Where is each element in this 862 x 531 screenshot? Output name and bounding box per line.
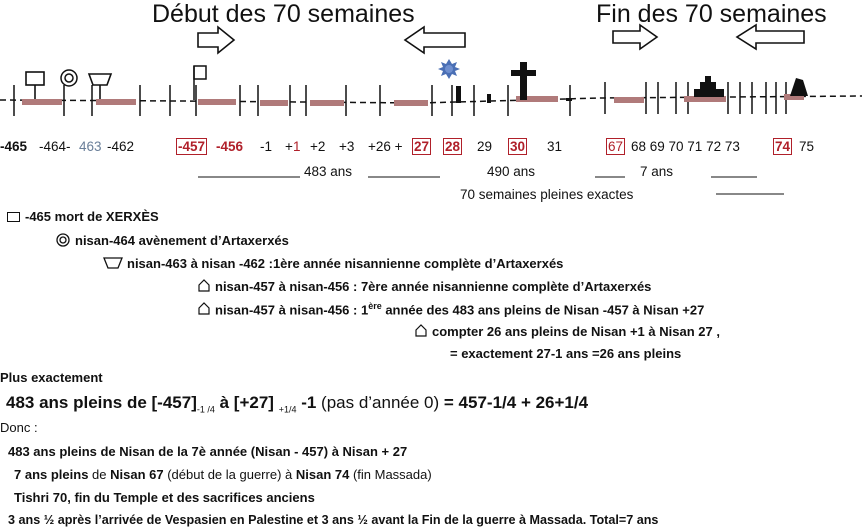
year-31: 31 xyxy=(547,139,563,154)
year-p1: 1 xyxy=(293,139,301,154)
formula-line: 483 ans pleins de [-457]-1 /4 à [+27] +1… xyxy=(6,393,589,415)
year-456: -456 xyxy=(216,139,244,154)
legend-1: -465 mort de XERXÈS xyxy=(7,209,159,224)
year-28: 28 xyxy=(443,138,463,155)
year-462: -462 xyxy=(107,139,135,154)
year-75: 75 xyxy=(799,139,815,154)
year-465: -465 xyxy=(0,139,28,154)
arrow-right-2 xyxy=(612,23,659,51)
plus-exactement: Plus exactement xyxy=(0,370,103,385)
span-483: 483 ans xyxy=(304,164,353,179)
donc-label: Donc : xyxy=(0,420,38,435)
black-bars-icon xyxy=(456,86,572,103)
trapezoid-legend-icon xyxy=(103,257,123,269)
span-490: 490 ans xyxy=(487,164,536,179)
year-463: 463 xyxy=(79,139,102,154)
trapezoid-marker-icon xyxy=(87,73,113,99)
span-7: 7 ans xyxy=(640,164,674,179)
house-legend-icon-2 xyxy=(198,302,210,315)
timeline-ticks xyxy=(13,82,787,116)
year-p3: +3 xyxy=(339,139,355,154)
year-464: -464- xyxy=(39,139,71,154)
legend-3: nisan-463 à nisan -462 :1ère année nisan… xyxy=(103,256,563,271)
donc-line-3: Tishri 70, fin du Temple et des sacrific… xyxy=(14,490,315,505)
span-70-weeks: 70 semaines pleines exactes xyxy=(460,187,634,202)
square-legend-icon xyxy=(7,212,20,222)
donc-line-2: 7 ans pleins de Nisan 67 (début de la gu… xyxy=(14,467,432,482)
legend-7: = exactement 27-1 ans =26 ans pleins xyxy=(450,346,682,361)
target-marker-icon xyxy=(60,69,78,87)
square-marker-icon xyxy=(25,71,45,99)
year-p1-plus: + xyxy=(285,139,293,154)
house-legend-icon xyxy=(198,279,210,292)
year-67: 67 xyxy=(606,138,626,155)
target-legend-icon xyxy=(56,233,70,247)
arrow-left-2 xyxy=(735,23,805,51)
temple-ruin-icon xyxy=(694,76,724,97)
year-74: 74 xyxy=(773,138,793,155)
title-end: Fin des 70 semaines xyxy=(596,0,827,28)
star-marker-icon xyxy=(438,59,460,79)
year-457: -457 xyxy=(176,138,208,155)
year-p26: +26 + xyxy=(368,139,403,154)
year-m1: -1 xyxy=(260,139,273,154)
timeline-diagram xyxy=(0,23,862,195)
year-29: 29 xyxy=(477,139,493,154)
arrow-left-1 xyxy=(403,25,466,55)
donc-line-4: 3 ans ½ après l’arrivée de Vespasien en … xyxy=(8,513,659,527)
legend-4: nisan-457 à nisan-456 : 7ère année nisan… xyxy=(198,279,651,294)
year-bars xyxy=(22,94,804,106)
donc-line-1: 483 ans pleins de Nisan de la 7è année (… xyxy=(8,444,408,459)
arrow-right-1 xyxy=(197,25,236,55)
massada-mountain-icon xyxy=(790,78,808,96)
legend-2: nisan-464 avènement d’Artaxerxés xyxy=(56,233,289,248)
legend-5: nisan-457 à nisan-456 : 1ère année des 4… xyxy=(198,301,704,317)
title-start: Début des 70 semaines xyxy=(152,0,415,28)
year-p2: +2 xyxy=(310,139,326,154)
house-legend-icon-3 xyxy=(415,324,427,337)
year-68-73: 68 69 70 71 72 73 xyxy=(631,139,740,154)
legend-6: compter 26 ans pleins de Nisan +1 à Nisa… xyxy=(415,324,720,339)
flag-marker-icon xyxy=(193,65,207,100)
year-27: 27 xyxy=(412,138,432,155)
year-30: 30 xyxy=(508,138,528,155)
cross-icon xyxy=(511,62,536,100)
span-lines xyxy=(198,176,784,195)
